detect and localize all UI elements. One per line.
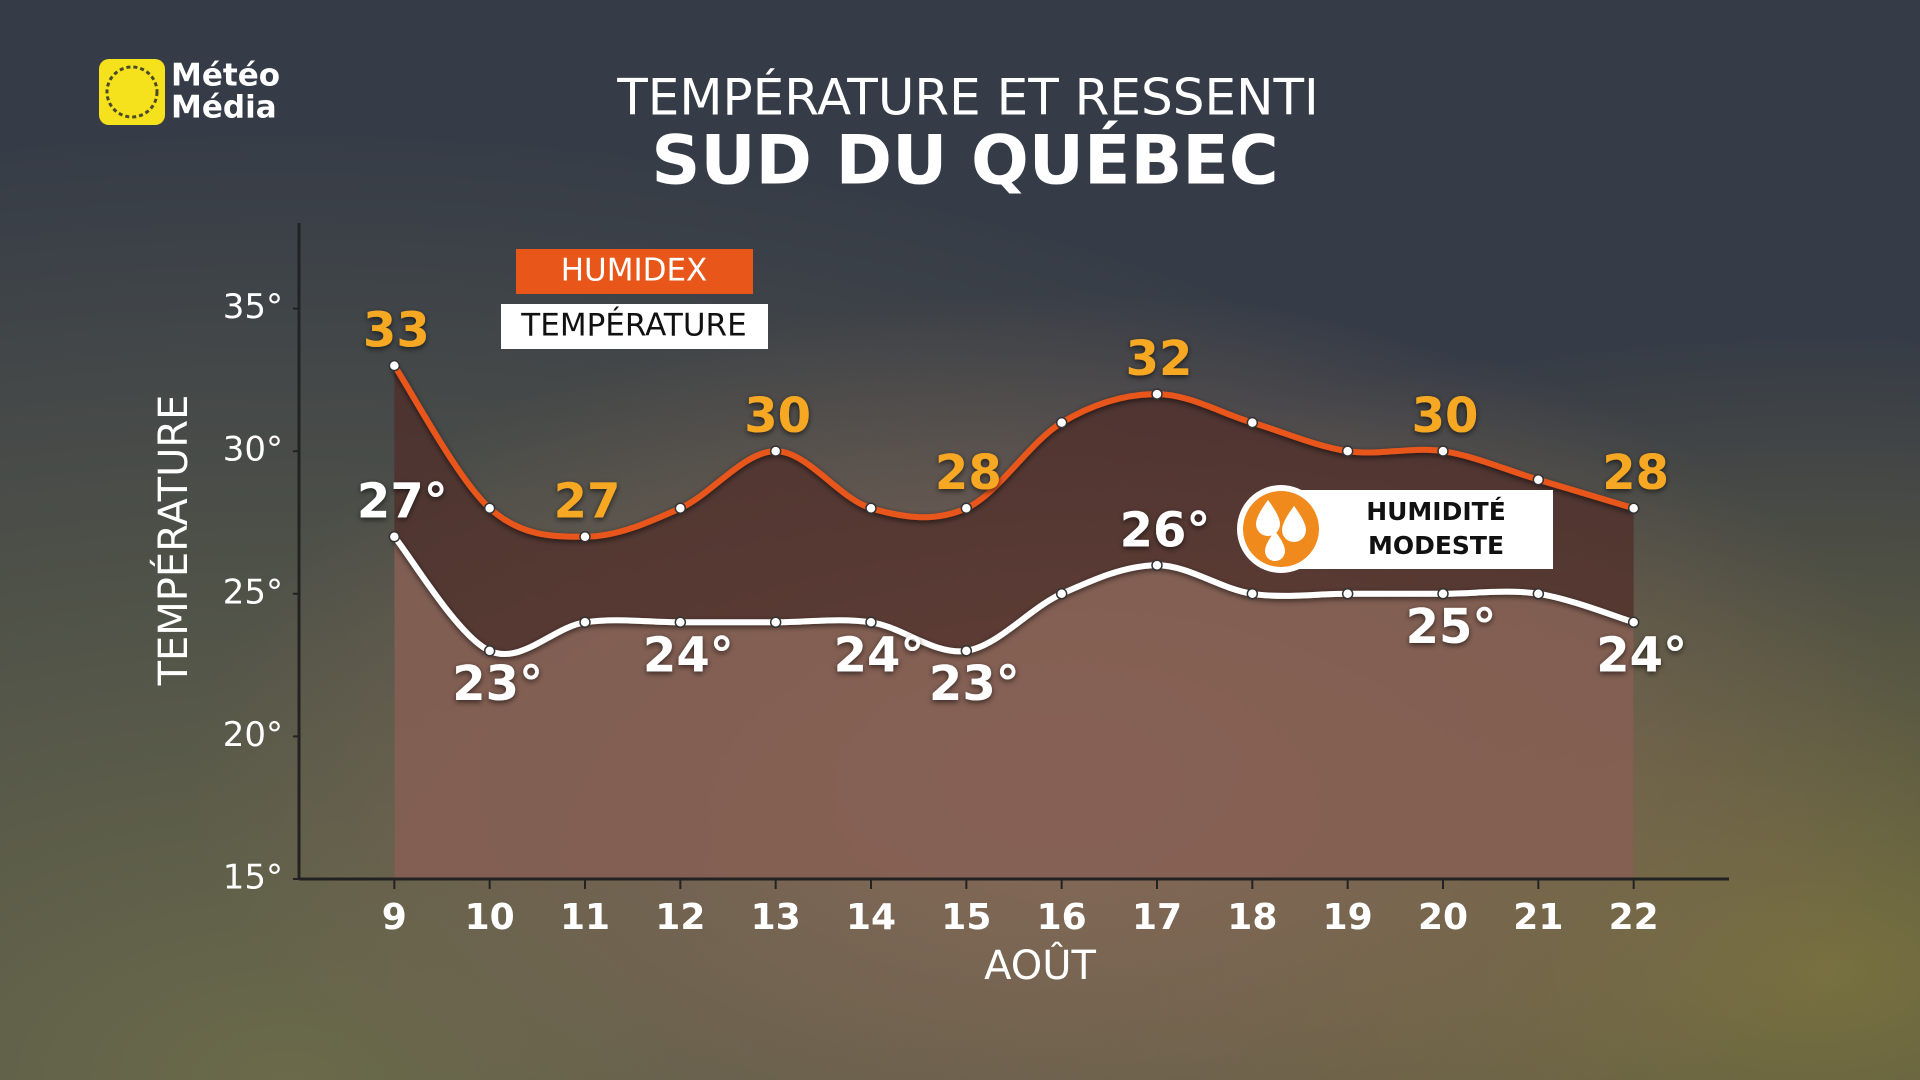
- point: [1341, 588, 1354, 600]
- point: [388, 530, 401, 543]
- point: [483, 645, 496, 657]
- point: [1246, 416, 1259, 429]
- y-tick-label: 15°: [223, 858, 283, 898]
- annotation-text: HUMIDITÉ: [1366, 497, 1506, 526]
- point: [1246, 588, 1259, 600]
- data-label: 24°: [643, 627, 734, 683]
- legend: HUMIDEX TEMPÉRATURE: [501, 249, 768, 349]
- x-tick-label: 10: [465, 897, 515, 938]
- x-tick-label: 21: [1513, 897, 1563, 938]
- annotation-icon: [1256, 500, 1306, 561]
- point: [674, 502, 687, 514]
- point: [865, 616, 877, 629]
- x-tick-label: 17: [1132, 897, 1182, 938]
- legend-label: HUMIDEX: [561, 253, 708, 289]
- chart-title: TEMPÉRATURE ET RESSENTI: [616, 68, 1319, 127]
- data-label: 23°: [452, 656, 543, 712]
- data-label: 33: [363, 303, 430, 359]
- point: [579, 616, 591, 629]
- data-label: 24°: [834, 627, 925, 683]
- point: [579, 530, 591, 543]
- point: [1627, 616, 1640, 629]
- annotation: HUMIDITÉ MODESTE: [1237, 485, 1553, 573]
- logo-icon: [99, 59, 165, 125]
- data-label: 27: [554, 474, 621, 530]
- data-label: 30: [1412, 388, 1479, 444]
- logo: Météo Média: [99, 58, 280, 126]
- point: [1341, 445, 1354, 457]
- point: [1437, 445, 1449, 457]
- point: [1055, 588, 1068, 600]
- y-tick-label: 35°: [223, 287, 283, 327]
- y-tick-label: 20°: [223, 715, 283, 755]
- point: [960, 502, 973, 514]
- x-tick-label: 22: [1609, 897, 1659, 938]
- point: [1437, 588, 1449, 600]
- point: [1055, 416, 1068, 429]
- logo-globe: [105, 65, 159, 119]
- y-tick-label: 30°: [223, 430, 283, 470]
- point: [865, 502, 877, 514]
- point: [1151, 559, 1163, 572]
- x-axis-label: AOÛT: [984, 941, 1096, 989]
- x-tick-label: 13: [751, 897, 801, 938]
- data-label: 25°: [1406, 599, 1497, 655]
- y-tick-label: 25°: [223, 572, 283, 612]
- data-label: 28: [935, 445, 1002, 501]
- point: [1532, 473, 1545, 486]
- y-axis-label: TEMPÉRATURE: [149, 395, 197, 687]
- point: [388, 359, 401, 372]
- logo-text: Météo: [171, 58, 280, 94]
- point: [769, 445, 782, 457]
- legend-swatch: [501, 304, 768, 349]
- point: [1151, 388, 1163, 400]
- x-tick-label: 9: [382, 897, 407, 938]
- data-label: 26°: [1120, 502, 1211, 558]
- chart-subtitle: SUD DU QUÉBEC: [651, 121, 1278, 201]
- point: [1532, 588, 1545, 600]
- data-label: 32: [1126, 331, 1193, 387]
- point: [960, 645, 973, 657]
- data-label: 30: [744, 388, 811, 444]
- x-tick-label: 11: [560, 897, 610, 938]
- x-tick-label: 20: [1418, 897, 1468, 938]
- logo-text: Média: [171, 90, 277, 126]
- x-tick-label: 16: [1037, 897, 1087, 938]
- annotation-box: [1290, 490, 1553, 569]
- point: [1627, 502, 1640, 514]
- data-label: 28: [1602, 445, 1669, 501]
- point: [483, 502, 496, 514]
- x-tick-label: 14: [846, 897, 896, 938]
- data-label: 24°: [1596, 627, 1687, 683]
- legend-swatch: [516, 249, 753, 294]
- data-label: 27°: [357, 474, 448, 530]
- point: [674, 616, 687, 629]
- legend-label: TEMPÉRATURE: [520, 308, 746, 344]
- data-label: 23°: [929, 656, 1020, 712]
- x-tick-label: 15: [941, 897, 991, 938]
- x-tick-label: 18: [1227, 897, 1277, 938]
- x-tick-label: 19: [1323, 897, 1373, 938]
- point: [769, 616, 782, 629]
- annotation-text: MODESTE: [1368, 531, 1504, 560]
- x-tick-label: 12: [655, 897, 705, 938]
